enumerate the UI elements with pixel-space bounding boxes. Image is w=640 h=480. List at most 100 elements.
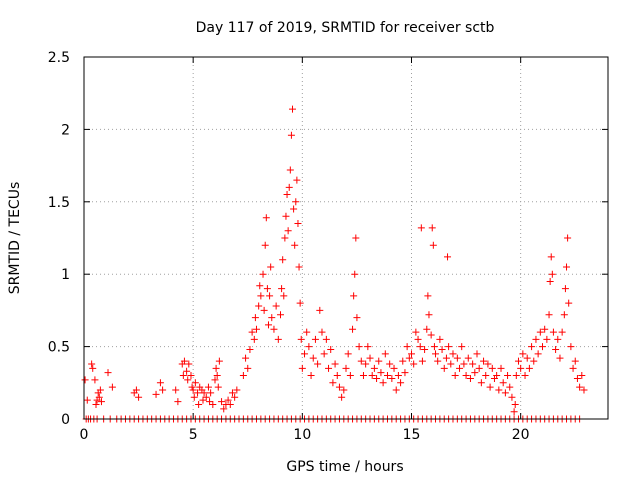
data-point (188, 383, 196, 391)
data-point (501, 389, 509, 397)
data-point (578, 372, 586, 380)
data-point (331, 360, 339, 368)
data-point (482, 372, 490, 380)
data-point (291, 241, 299, 249)
data-point (256, 282, 264, 290)
data-point (523, 354, 531, 362)
data-point (303, 328, 311, 336)
data-point (91, 376, 99, 384)
data-point (252, 325, 260, 333)
data-point (417, 224, 425, 232)
data-point (289, 105, 297, 113)
data-point (349, 325, 357, 333)
data-point (366, 354, 374, 362)
data-point (514, 357, 522, 365)
data-point (428, 224, 436, 232)
x-tick-label: 10 (293, 427, 311, 443)
y-tick-label: 0 (61, 412, 70, 428)
data-point (152, 390, 160, 398)
data-point (184, 376, 192, 384)
data-point (206, 398, 214, 406)
x-tick-labels: 0 5 10 15 20 (80, 427, 530, 443)
data-point (362, 360, 370, 368)
data-point (532, 335, 540, 343)
data-point (266, 292, 274, 300)
data-point (329, 379, 337, 387)
data-point (521, 372, 529, 380)
data-point (401, 369, 409, 377)
data-point (440, 364, 448, 372)
data-point (95, 393, 103, 401)
data-point (394, 372, 402, 380)
data-point (418, 357, 426, 365)
data-point (421, 345, 429, 353)
data-point (297, 335, 305, 343)
data-point (251, 314, 259, 322)
data-point (466, 374, 474, 382)
data-point (295, 263, 303, 271)
data-point (458, 343, 466, 351)
data-point (484, 360, 492, 368)
data-point (462, 372, 470, 380)
data-point (434, 357, 442, 365)
data-point (309, 354, 317, 362)
data-point (231, 393, 239, 401)
data-point (261, 241, 269, 249)
data-point (277, 311, 284, 319)
data-point (279, 256, 287, 264)
data-point (285, 183, 293, 191)
data-point (156, 379, 164, 387)
data-point (283, 191, 291, 199)
data-point (451, 372, 459, 380)
data-point (226, 401, 234, 409)
data-point (292, 198, 300, 206)
data-point (564, 234, 572, 242)
data-point (497, 364, 505, 372)
data-point (390, 364, 398, 372)
data-point (541, 325, 549, 333)
data-point (438, 345, 446, 353)
y-tick-label: 2 (61, 122, 70, 138)
data-point (200, 389, 208, 397)
data-point (259, 270, 267, 278)
data-point (257, 292, 265, 300)
data-point (517, 364, 525, 372)
data-point (399, 357, 407, 365)
data-point (199, 396, 207, 404)
data-point (486, 383, 494, 391)
x-tick-label: 5 (189, 427, 198, 443)
data-point (194, 389, 202, 397)
data-point (447, 360, 455, 368)
data-point (410, 360, 418, 368)
data-point (571, 357, 579, 365)
data-point (179, 372, 187, 380)
y-tick-label: 0.5 (48, 340, 70, 356)
data-point (460, 360, 468, 368)
data-point (195, 401, 203, 409)
data-point (274, 335, 282, 343)
data-point (480, 357, 488, 365)
data-point (281, 234, 289, 242)
data-point (560, 311, 568, 319)
data-point (214, 383, 222, 391)
data-point (286, 166, 294, 174)
data-point (97, 398, 105, 406)
data-point (180, 357, 188, 365)
data-point (159, 386, 167, 394)
data-point (388, 374, 396, 382)
data-point (375, 357, 383, 365)
data-point (246, 345, 254, 353)
data-point (565, 299, 573, 307)
data-point (307, 372, 315, 380)
data-point (432, 350, 440, 358)
data-point (267, 263, 275, 271)
data-point (352, 234, 360, 242)
data-point (346, 372, 354, 380)
data-point (359, 372, 367, 380)
data-point (373, 374, 381, 382)
data-point (344, 350, 352, 358)
data-point (132, 386, 140, 394)
data-point (278, 285, 286, 293)
data-point (370, 364, 378, 372)
